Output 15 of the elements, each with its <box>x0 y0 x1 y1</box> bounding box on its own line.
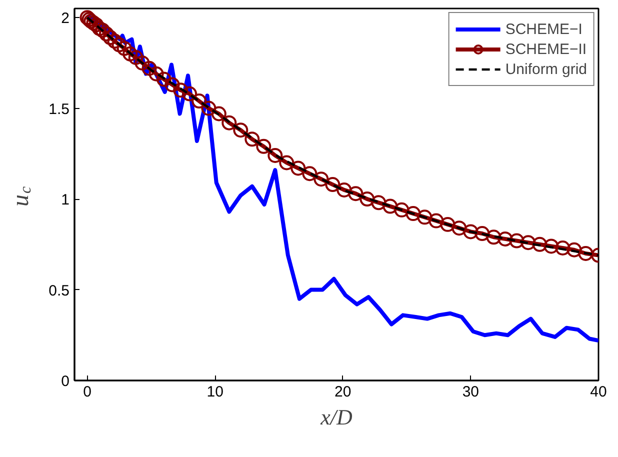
x-tick-label: 40 <box>590 384 607 400</box>
x-tick-label: 30 <box>462 384 480 400</box>
y-tick-label: 0.5 <box>48 282 70 300</box>
y-tick-label: 0 <box>61 373 70 390</box>
x-tick-label: 20 <box>334 384 352 400</box>
legend-label: SCHEME−I <box>505 20 582 38</box>
x-tick-label: 0 <box>83 384 92 400</box>
y-axis-title: uc <box>8 186 34 206</box>
y-tick-label: 1 <box>61 192 70 209</box>
y-tick-label: 1.5 <box>48 100 70 118</box>
y-tick-label: 2 <box>61 10 70 28</box>
x-tick-label: 10 <box>206 384 224 400</box>
x-axis-title: x/D <box>320 404 352 430</box>
legend-label: SCHEME−II <box>505 40 587 58</box>
legend-label: Uniform grid <box>505 60 587 78</box>
